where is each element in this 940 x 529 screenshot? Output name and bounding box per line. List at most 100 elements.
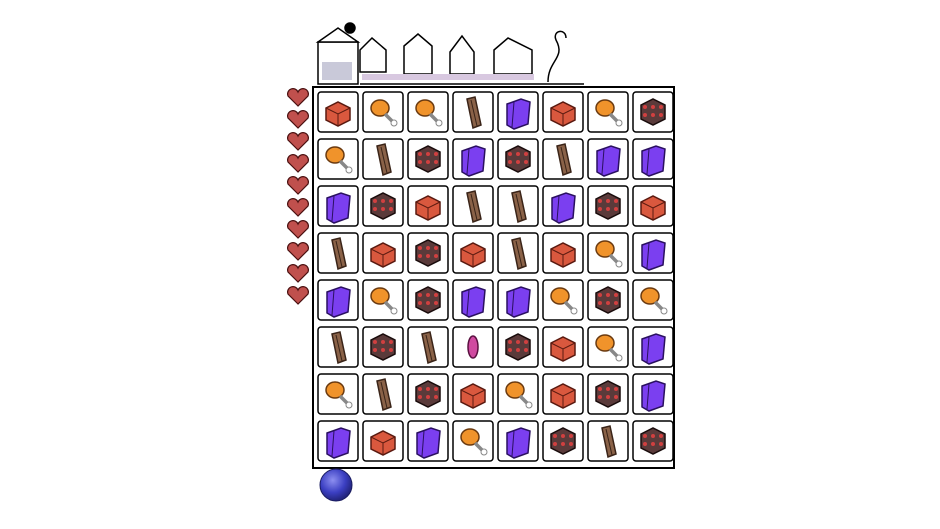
tile[interactable] xyxy=(317,91,359,133)
tile[interactable] xyxy=(452,326,494,368)
tile[interactable] xyxy=(497,279,539,321)
tile[interactable] xyxy=(452,232,494,274)
orb-button[interactable] xyxy=(319,468,353,502)
tile[interactable] xyxy=(362,420,404,462)
ore-speck xyxy=(418,387,422,391)
tile[interactable] xyxy=(542,279,584,321)
ore xyxy=(640,98,666,126)
tile[interactable] xyxy=(317,185,359,227)
tile[interactable] xyxy=(587,91,629,133)
tile[interactable] xyxy=(587,232,629,274)
tile[interactable] xyxy=(632,138,674,180)
ore xyxy=(550,427,576,455)
tile[interactable] xyxy=(632,185,674,227)
tile[interactable] xyxy=(362,232,404,274)
plank-grain xyxy=(335,334,343,362)
tile[interactable] xyxy=(362,279,404,321)
tile[interactable] xyxy=(497,91,539,133)
tile[interactable] xyxy=(587,373,629,415)
tile[interactable] xyxy=(317,326,359,368)
tile[interactable] xyxy=(362,91,404,133)
ore xyxy=(595,286,621,314)
tile[interactable] xyxy=(407,373,449,415)
tile[interactable] xyxy=(587,185,629,227)
ore-speck xyxy=(524,160,528,164)
tile[interactable] xyxy=(452,373,494,415)
tile[interactable] xyxy=(362,326,404,368)
ore-speck xyxy=(606,395,610,399)
tile[interactable] xyxy=(452,420,494,462)
tile[interactable] xyxy=(542,91,584,133)
tile[interactable] xyxy=(542,138,584,180)
tile[interactable] xyxy=(407,91,449,133)
tile[interactable] xyxy=(407,279,449,321)
tile[interactable] xyxy=(632,279,674,321)
heart xyxy=(287,198,309,217)
tile[interactable] xyxy=(317,138,359,180)
tile[interactable] xyxy=(587,326,629,368)
ore-speck xyxy=(561,434,565,438)
tile[interactable] xyxy=(542,373,584,415)
tile[interactable] xyxy=(362,138,404,180)
ore-speck xyxy=(606,387,610,391)
tile[interactable] xyxy=(362,185,404,227)
tile[interactable] xyxy=(542,326,584,368)
tile[interactable] xyxy=(632,91,674,133)
cloth-fold xyxy=(646,336,650,363)
plank-grain xyxy=(425,334,433,362)
tile[interactable] xyxy=(497,138,539,180)
tile[interactable] xyxy=(542,185,584,227)
tile[interactable] xyxy=(317,279,359,321)
plank-grain xyxy=(515,193,523,221)
tile[interactable] xyxy=(542,232,584,274)
tile[interactable] xyxy=(587,420,629,462)
ore-speck xyxy=(569,434,573,438)
cloth xyxy=(641,380,666,412)
tile[interactable] xyxy=(632,232,674,274)
tile[interactable] xyxy=(317,420,359,462)
bone-end xyxy=(345,401,353,409)
tile[interactable] xyxy=(632,420,674,462)
ore-speck xyxy=(516,348,520,352)
ore-speck xyxy=(434,387,438,391)
tile[interactable] xyxy=(632,326,674,368)
ore xyxy=(370,333,396,361)
tile[interactable] xyxy=(452,91,494,133)
tile[interactable] xyxy=(542,420,584,462)
tile[interactable] xyxy=(497,232,539,274)
ore-speck xyxy=(606,199,610,203)
ore-speck xyxy=(508,340,512,344)
tile[interactable] xyxy=(497,373,539,415)
drumstick xyxy=(505,381,525,399)
ore-speck xyxy=(434,246,438,250)
ore-speck xyxy=(381,348,385,352)
tile[interactable] xyxy=(497,185,539,227)
tile[interactable] xyxy=(497,326,539,368)
tile[interactable] xyxy=(497,420,539,462)
heart xyxy=(287,154,309,173)
ore-speck xyxy=(524,152,528,156)
tile[interactable] xyxy=(452,279,494,321)
ore-speck xyxy=(508,348,512,352)
bone-end xyxy=(390,307,398,315)
plank-grain xyxy=(515,240,523,268)
ore-speck xyxy=(614,301,618,305)
tile[interactable] xyxy=(407,420,449,462)
tile[interactable] xyxy=(407,185,449,227)
tile[interactable] xyxy=(362,373,404,415)
tile[interactable] xyxy=(407,326,449,368)
tile[interactable] xyxy=(452,185,494,227)
cloth xyxy=(326,192,351,224)
tile[interactable] xyxy=(587,279,629,321)
tile[interactable] xyxy=(407,138,449,180)
tile[interactable] xyxy=(317,232,359,274)
tile[interactable] xyxy=(632,373,674,415)
tile[interactable] xyxy=(407,232,449,274)
cloth xyxy=(416,427,441,459)
tile[interactable] xyxy=(587,138,629,180)
bone-end xyxy=(525,401,533,409)
ore xyxy=(370,192,396,220)
tile[interactable] xyxy=(317,373,359,415)
tile[interactable] xyxy=(452,138,494,180)
ore xyxy=(640,427,666,455)
